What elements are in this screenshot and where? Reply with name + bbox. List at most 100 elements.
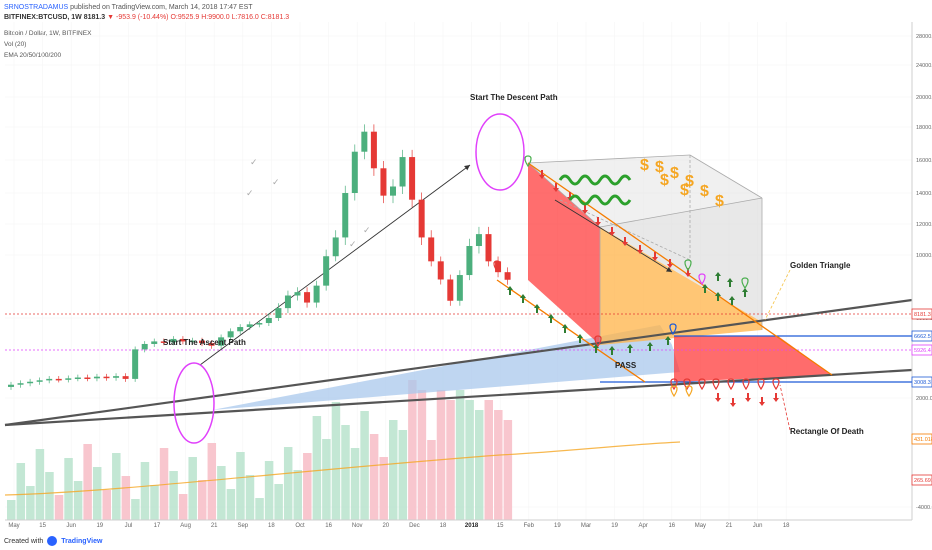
- y-tick-label: 10000.0: [916, 253, 932, 259]
- volume-bar: [102, 490, 111, 520]
- volume-bar: [398, 430, 408, 520]
- candle: [504, 272, 511, 280]
- volume-bar: [245, 475, 255, 520]
- label-ascent: Start The Ascent Path: [163, 338, 246, 347]
- svg-text:$: $: [670, 165, 679, 182]
- series-title: Bitcoin / Dollar, 1W, BITFINEX: [4, 30, 92, 37]
- volume-bar: [503, 420, 513, 520]
- candle: [447, 279, 454, 301]
- up-arrow-icon: [715, 272, 721, 281]
- candle: [265, 318, 272, 324]
- up-arrow-icon: [715, 292, 721, 301]
- publisher-name[interactable]: SRNOSTRADAMUS: [4, 4, 69, 11]
- y-tick-label: 28000.0: [916, 34, 932, 40]
- volume-bar: [188, 457, 197, 520]
- label-rectangle-of-death: Rectangle Of Death: [790, 427, 864, 436]
- price-tag: 3008.3: [911, 376, 932, 388]
- candle: [361, 131, 368, 152]
- volume-bar: [83, 444, 92, 520]
- price-tag-box: [911, 308, 932, 320]
- candle: [103, 376, 110, 379]
- map-pin-icon: [698, 378, 706, 391]
- svg-text:$: $: [700, 183, 709, 200]
- up-arrow-icon: [593, 344, 599, 353]
- volume-bar: [131, 499, 140, 520]
- x-tick-label: 18: [440, 523, 447, 529]
- volume-bar: [255, 498, 264, 520]
- x-tick-label: Apr: [639, 523, 648, 529]
- up-arrow-icon: [534, 304, 540, 313]
- blue-wedge: [212, 325, 680, 410]
- brand-link[interactable]: TradingView: [61, 537, 103, 545]
- price-change: ▼ -953.9 (-10.44%): [107, 14, 169, 21]
- up-arrow-icon: [627, 344, 633, 353]
- price-tag-value: 431.018K: [914, 437, 932, 443]
- ascent-circle: [173, 362, 215, 444]
- volume-bar: [427, 440, 436, 520]
- candle: [294, 292, 301, 296]
- cube-right-face: [600, 198, 762, 322]
- volume-bar: [350, 448, 360, 520]
- candle: [141, 343, 148, 350]
- candle: [160, 341, 167, 343]
- volume-bar: [369, 434, 379, 520]
- created-with-text: Created with: [4, 537, 44, 545]
- x-tick-label: 16: [325, 523, 332, 529]
- bird-icon: ✓: [246, 188, 254, 198]
- volume-bar: [322, 439, 331, 520]
- candle: [475, 234, 482, 247]
- price-tags: 8181.3 6662.5 5926.4 3008.3 431.018K 265.691K: [911, 308, 932, 486]
- x-tick-label: May: [8, 523, 19, 529]
- x-tick-label: 18: [783, 523, 790, 529]
- svg-text:$: $: [660, 172, 669, 189]
- candle: [8, 384, 14, 387]
- green-wave-icon: [568, 194, 632, 206]
- down-arrow-icon: [652, 252, 658, 261]
- tradingview-logo-icon: [47, 536, 58, 546]
- candle: [399, 157, 406, 187]
- bird-icons: ✓ ✓ ✓ ✓ ✓: [246, 157, 371, 249]
- volume-bar: [140, 462, 150, 520]
- price-tag-box: [911, 330, 932, 342]
- up-arrow-icon: [577, 334, 583, 343]
- price-tag-box: [911, 474, 932, 486]
- bird-icon: ✓: [272, 177, 280, 187]
- y-tick-label: 24000.0: [916, 63, 932, 69]
- descent-arrow: [554, 199, 673, 273]
- volume-bar: [274, 484, 283, 520]
- candle: [284, 295, 291, 309]
- price-tag: 265.691K: [911, 474, 932, 486]
- up-arrow-icon: [729, 296, 735, 305]
- publish-line: SRNOSTRADAMUS published on TradingView.c…: [4, 4, 253, 11]
- volume-bar: [16, 463, 26, 520]
- candle: [380, 168, 387, 196]
- map-pin-icon: [712, 378, 720, 391]
- candle: [132, 349, 139, 379]
- price-tag: 8181.3: [911, 308, 932, 320]
- candle: [428, 237, 435, 262]
- price-tag: 6662.5: [911, 330, 932, 342]
- price-tag-value: 3008.3: [914, 380, 931, 386]
- dollar-signs: $ $ $ $$$ $$: [640, 157, 724, 210]
- x-tick-label: Mar: [581, 523, 591, 529]
- candle: [122, 376, 129, 379]
- candle: [189, 340, 196, 343]
- volume-bar: [26, 486, 35, 520]
- footer: Created with TradingView: [4, 536, 102, 546]
- volume-bar: [303, 453, 312, 520]
- down-arrow-icon: [745, 393, 751, 402]
- candle: [199, 340, 205, 344]
- candle: [46, 378, 53, 381]
- x-tick-label: 15: [39, 523, 46, 529]
- svg-text:$: $: [685, 173, 694, 190]
- ema-indicator: EMA 20/50/100/200: [4, 52, 62, 59]
- volume-bar: [45, 472, 54, 520]
- cube-top-face: [528, 155, 762, 227]
- candle: [151, 341, 158, 344]
- candle: [351, 151, 358, 193]
- volume-bar: [150, 485, 159, 520]
- down-arrow-icon: [539, 170, 545, 179]
- ascent-arrow: [199, 164, 471, 366]
- map-pin-icon: [772, 378, 780, 391]
